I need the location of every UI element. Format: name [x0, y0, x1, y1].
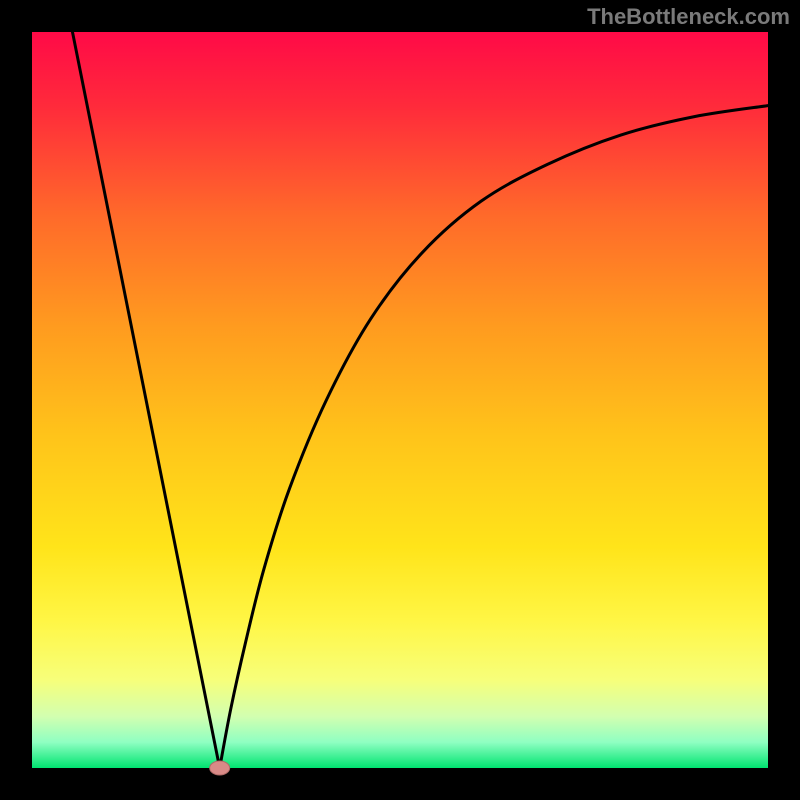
watermark-text: TheBottleneck.com: [587, 4, 790, 30]
plot-area: [0, 0, 800, 800]
minimum-marker: [210, 761, 230, 775]
gradient-background: [32, 32, 768, 768]
